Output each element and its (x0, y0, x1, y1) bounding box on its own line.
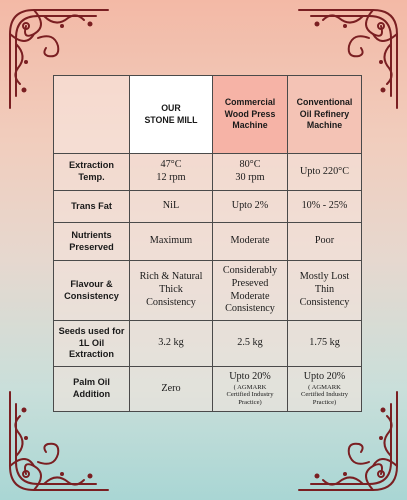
table-row: Seeds used for 1L Oil Extraction 3.2 kg … (54, 321, 362, 367)
cell-conv-seeds: 1.75 kg (288, 321, 362, 367)
cell-ours-palm-oil: Zero (130, 367, 213, 412)
cell-wood-seeds: 2.5 kg (213, 321, 288, 367)
row-label-flavour: Flavour & Consistency (54, 261, 130, 321)
cell-ours-seeds: 3.2 kg (130, 321, 213, 367)
table-header-row: OUR STONE MILL Commercial Wood Press Mac… (54, 76, 362, 154)
cell-ours-flavour: Rich & Natural Thick Consistency (130, 261, 213, 321)
cell-ours-trans-fat: NiL (130, 191, 213, 223)
row-label-trans-fat: Trans Fat (54, 191, 130, 223)
cell-conv-flavour: Mostly Lost Thin Consistency (288, 261, 362, 321)
cell-ours-extraction: 47°C 12 rpm (130, 154, 213, 191)
table-row: Trans Fat NiL Upto 2% 10% - 25% (54, 191, 362, 223)
header-commercial-wood-press: Commercial Wood Press Machine (213, 76, 288, 154)
cell-conv-trans-fat: 10% - 25% (288, 191, 362, 223)
cell-wood-extraction: 80°C 30 rpm (213, 154, 288, 191)
table-row: Flavour & Consistency Rich & Natural Thi… (54, 261, 362, 321)
comparison-table: OUR STONE MILL Commercial Wood Press Mac… (53, 75, 362, 412)
empty-corner-cell (54, 76, 130, 154)
row-label-seeds: Seeds used for 1L Oil Extraction (54, 321, 130, 367)
cell-wood-palm-oil: Upto 20% ( AGMARK Certified Industry Pra… (213, 367, 288, 412)
row-label-nutrients: Nutrients Preserved (54, 223, 130, 261)
cell-conv-palm-oil: Upto 20% ( AGMARK Certified Industry Pra… (288, 367, 362, 412)
cell-conv-extraction: Upto 220°C (288, 154, 362, 191)
cell-wood-trans-fat: Upto 2% (213, 191, 288, 223)
cell-conv-nutrients: Poor (288, 223, 362, 261)
row-label-palm-oil: Palm Oil Addition (54, 367, 130, 412)
cell-wood-nutrients: Moderate (213, 223, 288, 261)
table-row: Extraction Temp. 47°C 12 rpm 80°C 30 rpm… (54, 154, 362, 191)
table-row: Palm Oil Addition Zero Upto 20% ( AGMARK… (54, 367, 362, 412)
cell-ours-nutrients: Maximum (130, 223, 213, 261)
table-row: Nutrients Preserved Maximum Moderate Poo… (54, 223, 362, 261)
header-our-stone-mill: OUR STONE MILL (130, 76, 213, 154)
header-conventional-refinery: Conventional Oil Refinery Machine (288, 76, 362, 154)
cell-wood-flavour: Considerably Preseved Moderate Consisten… (213, 261, 288, 321)
row-label-extraction-temp: Extraction Temp. (54, 154, 130, 191)
